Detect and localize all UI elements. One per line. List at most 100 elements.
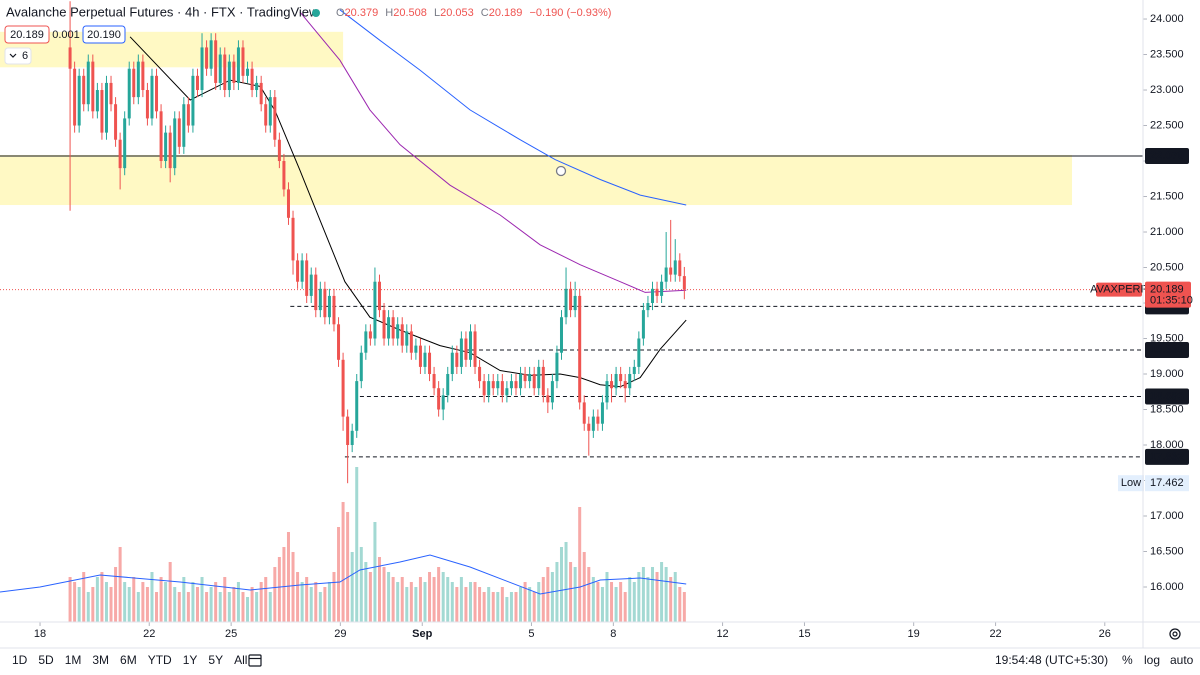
moving-average <box>339 9 687 206</box>
volume-bar <box>259 582 263 622</box>
range-button[interactable]: 6M <box>120 653 137 667</box>
volume-bar <box>650 567 654 622</box>
volume-bar <box>318 592 322 622</box>
volume-bar <box>428 572 432 622</box>
low-name-tag <box>1118 475 1144 492</box>
y-tick-label: 18.500 <box>1150 403 1184 415</box>
candle-body <box>578 295 582 403</box>
candle-body <box>482 381 486 396</box>
symbol-tag-label: AVAXPERP <box>1090 284 1148 296</box>
volume-bar <box>418 577 422 622</box>
candle-body <box>223 54 227 91</box>
volume-bar <box>473 582 477 622</box>
volume-bar <box>496 592 500 622</box>
candle-body <box>218 54 222 83</box>
candle-body <box>550 381 554 403</box>
volume-bar <box>591 577 595 622</box>
candle-body <box>650 288 654 304</box>
legend-key: C <box>481 7 489 19</box>
candle-body <box>82 75 86 105</box>
volume-bar <box>678 587 682 622</box>
volume-bar <box>541 577 545 622</box>
volume-bar <box>177 592 181 622</box>
candle-body <box>200 47 204 91</box>
volume-bar <box>214 582 218 622</box>
settings-icon[interactable] <box>1169 628 1181 640</box>
x-tick-label: 26 <box>1099 628 1111 640</box>
candle-body <box>241 47 245 76</box>
candle-body <box>423 352 427 367</box>
volume-bar <box>282 547 286 622</box>
candle-body <box>523 374 527 382</box>
volume-bar <box>100 572 104 622</box>
volume-bar <box>487 587 491 622</box>
volume-bar <box>236 582 240 622</box>
percent-toggle[interactable]: % <box>1122 653 1133 667</box>
volume-bar <box>223 577 227 622</box>
legend-value: 20.189 <box>489 7 523 19</box>
range-button[interactable]: 5Y <box>208 653 223 667</box>
candle-body <box>104 82 108 133</box>
chevron-icon <box>9 53 17 58</box>
candle-body <box>569 288 573 311</box>
volume-bar <box>327 582 331 622</box>
volume-bar <box>273 567 277 622</box>
candle-body <box>546 395 550 403</box>
volume-bar <box>423 582 427 622</box>
candle-body <box>509 381 513 389</box>
y-tick-label: 23.000 <box>1150 84 1184 96</box>
volume-bar <box>168 562 172 622</box>
volume-bar <box>373 522 377 622</box>
candle-body <box>300 260 304 282</box>
alert-icon <box>555 165 567 177</box>
volume-bar <box>182 577 186 622</box>
candle-body <box>641 310 645 339</box>
volume-bar <box>532 592 536 622</box>
range-button[interactable]: 1M <box>65 653 82 667</box>
volume-bar <box>400 577 404 622</box>
volume-bar <box>314 582 318 622</box>
candle-body <box>314 274 318 311</box>
candle-body <box>232 61 236 83</box>
volume-bar <box>145 587 149 622</box>
candle-body <box>596 416 600 424</box>
volume-bar <box>614 587 618 622</box>
candle-body <box>168 132 172 169</box>
volume-bar <box>277 557 281 622</box>
date-range-icon[interactable] <box>248 654 262 667</box>
range-button[interactable]: YTD <box>148 653 172 667</box>
auto-toggle[interactable]: auto <box>1170 653 1194 667</box>
y-tick-label: 17.000 <box>1150 510 1184 522</box>
range-button[interactable]: 1D <box>12 653 28 667</box>
volume-bar <box>136 592 140 622</box>
candle-body <box>123 118 127 169</box>
volume-bar <box>455 587 459 622</box>
candle-body <box>305 260 309 296</box>
candle-body <box>487 381 491 396</box>
candle-body <box>428 352 432 375</box>
candle-body <box>400 324 404 346</box>
volume-bar <box>227 592 231 622</box>
level-tag-label: 18.683 <box>1150 390 1184 402</box>
volume-bar <box>632 582 636 622</box>
volume-bar <box>86 592 90 622</box>
volume-bar <box>300 582 304 622</box>
gear-ring <box>1169 628 1181 640</box>
candle-body <box>628 374 632 389</box>
sell-button[interactable] <box>4 25 50 44</box>
volume-bar <box>109 587 113 622</box>
range-button[interactable]: All <box>234 653 247 667</box>
range-button[interactable]: 3M <box>92 653 109 667</box>
candle-body <box>559 317 563 353</box>
range-button[interactable]: 1Y <box>183 653 198 667</box>
volume-bar <box>564 542 568 622</box>
volume-bar <box>173 587 177 622</box>
volume-bar <box>268 592 272 622</box>
level-tag <box>1145 148 1189 165</box>
volume-bar <box>341 502 345 622</box>
buy-button[interactable] <box>82 25 126 44</box>
low-label: 17.462 <box>1150 477 1184 489</box>
range-button[interactable]: 5D <box>38 653 54 667</box>
indicators-toggle[interactable] <box>4 47 32 65</box>
log-toggle[interactable]: log <box>1144 653 1160 667</box>
